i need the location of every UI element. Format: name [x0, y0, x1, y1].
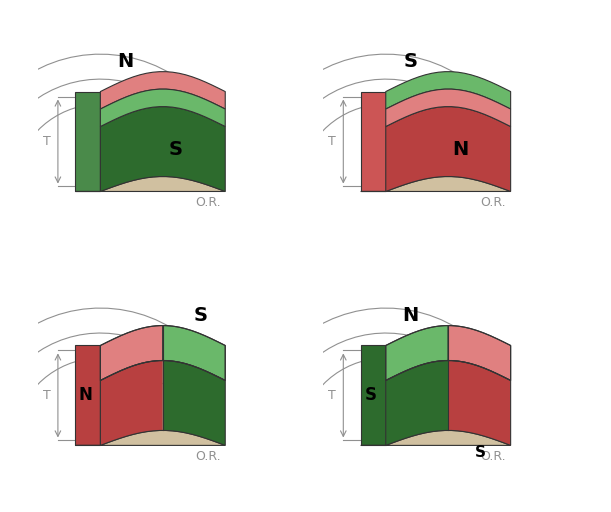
Text: N: N [117, 52, 133, 71]
Text: T: T [328, 389, 336, 402]
Polygon shape [100, 106, 225, 191]
Polygon shape [100, 326, 163, 380]
Text: O.R.: O.R. [481, 451, 507, 463]
Polygon shape [386, 72, 511, 109]
Text: T: T [43, 135, 51, 148]
Text: S: S [475, 445, 486, 460]
Polygon shape [163, 326, 225, 380]
Text: I.R.: I.R. [196, 172, 215, 184]
Polygon shape [100, 89, 225, 126]
Polygon shape [75, 431, 225, 445]
Text: A: A [468, 403, 477, 416]
Polygon shape [360, 346, 386, 445]
Polygon shape [386, 89, 511, 126]
Text: S: S [168, 140, 182, 159]
Polygon shape [448, 326, 511, 380]
Text: S: S [193, 306, 207, 325]
Text: I.R.: I.R. [196, 425, 215, 438]
Polygon shape [100, 72, 225, 109]
Text: I.R.: I.R. [481, 172, 500, 184]
Polygon shape [75, 92, 100, 191]
Polygon shape [448, 360, 511, 445]
Polygon shape [386, 106, 511, 191]
Text: N: N [403, 306, 419, 325]
Text: I.R.: I.R. [481, 425, 500, 438]
Text: A: A [183, 403, 191, 416]
Polygon shape [360, 177, 511, 191]
Text: N: N [78, 387, 92, 404]
Text: O.R.: O.R. [196, 451, 221, 463]
Text: T: T [43, 389, 51, 402]
Text: N: N [453, 140, 469, 159]
Polygon shape [100, 360, 163, 445]
Polygon shape [75, 177, 225, 191]
Text: O.R.: O.R. [481, 197, 507, 209]
Polygon shape [386, 326, 448, 380]
Polygon shape [75, 346, 100, 445]
Polygon shape [386, 360, 448, 445]
Text: S: S [404, 52, 418, 71]
Text: O.R.: O.R. [196, 197, 221, 209]
Text: A: A [183, 149, 191, 162]
Text: T: T [328, 135, 336, 148]
Text: A: A [468, 149, 477, 162]
Text: S: S [365, 387, 377, 404]
Polygon shape [360, 431, 511, 445]
Polygon shape [360, 92, 386, 191]
Polygon shape [163, 360, 225, 445]
